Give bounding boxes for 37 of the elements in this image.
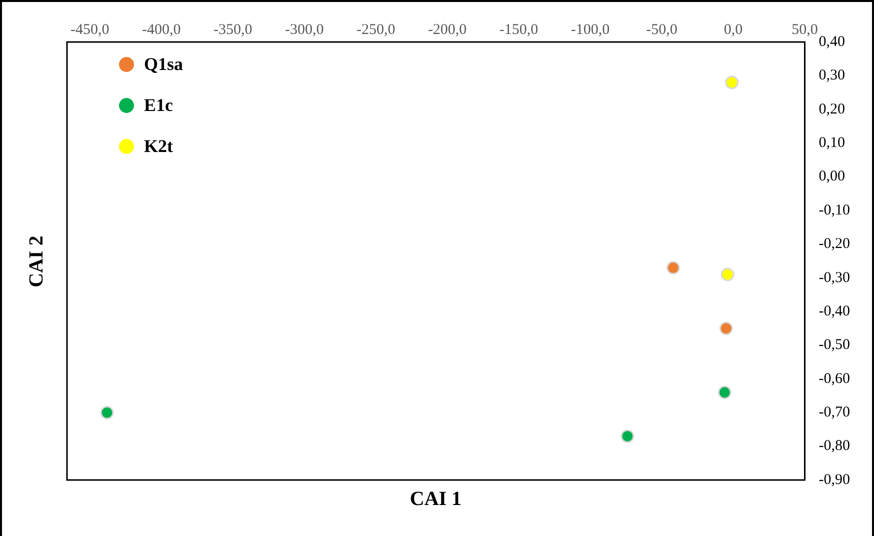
legend-label: E1c (144, 95, 173, 116)
y-tick-label: 0,30 (818, 68, 846, 84)
x-tick-label: -350,0 (213, 22, 252, 38)
y-tick-label: -0,90 (818, 472, 850, 488)
y-tick-label: 0,00 (818, 168, 846, 185)
y-tick-label: -0,40 (818, 303, 850, 320)
legend-label: K2t (144, 136, 173, 157)
x-tick-label: -150,0 (499, 22, 538, 38)
y-axis-title: CAI 2 (25, 235, 48, 287)
point (725, 76, 739, 90)
y-tick-label: -0,60 (818, 370, 850, 387)
y-tick-label: -0,20 (818, 236, 850, 252)
y-tick-label: 0,10 (818, 135, 846, 152)
x-tick-label: 0,0 (724, 22, 743, 38)
y-tick-label: -0,30 (818, 270, 850, 286)
x-tick-label: -300,0 (284, 22, 324, 38)
y-tick-label: -0,70 (818, 404, 850, 421)
point (666, 260, 680, 274)
point (719, 322, 733, 336)
x-tick-label: -100,0 (570, 22, 610, 38)
y-tick-label: 0,40 (818, 34, 846, 50)
x-tick-label: 50,0 (792, 22, 818, 38)
x-axis-title: CAI 1 (410, 488, 462, 511)
point (620, 429, 634, 443)
y-tick-label: -0,80 (818, 438, 850, 454)
point (718, 386, 732, 400)
y-tick-label: -0,50 (818, 337, 850, 354)
x-tick-label: -400,0 (142, 22, 181, 38)
y-tick-label: 0,20 (818, 101, 846, 118)
y-tick-label: -0,10 (818, 202, 850, 218)
x-tick-label: -200,0 (428, 22, 467, 38)
x-tick-label: -450,0 (70, 22, 110, 38)
legend-label: Q1sa (144, 54, 184, 75)
point (720, 268, 734, 282)
x-tick-label: -50,0 (646, 22, 678, 38)
x-tick-label: -250,0 (356, 22, 396, 38)
point (100, 406, 114, 420)
